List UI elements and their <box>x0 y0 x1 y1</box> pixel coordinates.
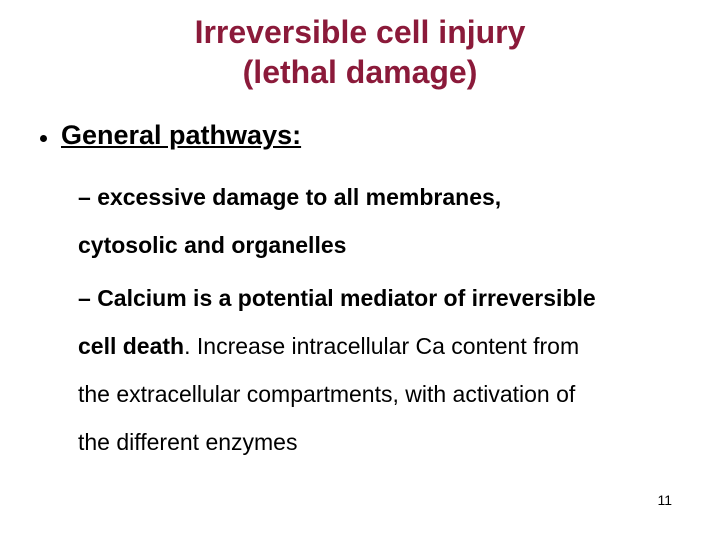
item1-line1: – excessive damage to all membranes, <box>78 173 680 221</box>
bullet-level2-item-1: – excessive damage to all membranes, cyt… <box>78 173 680 270</box>
item2-plain4: the different enzymes <box>78 429 297 455</box>
bullet-level2-item-2: – Calcium is a potential mediator of irr… <box>78 274 680 467</box>
item2-line4: the different enzymes <box>78 418 680 466</box>
item2-line2: cell death. Increase intracellular Ca co… <box>78 322 680 370</box>
item2-bold1: Calcium is a potential mediator of irrev… <box>97 285 596 311</box>
item1-line2: cytosolic and organelles <box>78 221 680 269</box>
slide-title: Irreversible cell injury (lethal damage) <box>40 12 680 92</box>
item2-bold2: cell death <box>78 333 184 359</box>
slide: Irreversible cell injury (lethal damage)… <box>0 0 720 540</box>
item2-plain2: . Increase intracellular Ca content from <box>184 333 579 359</box>
item1-cont1: cytosolic and organelles <box>78 232 346 258</box>
item2-plain3: the extracellular compartments, with act… <box>78 381 575 407</box>
page-number: 11 <box>657 492 672 508</box>
bullet-dot-icon <box>40 135 47 142</box>
title-line-2: (lethal damage) <box>40 52 680 92</box>
dash: – <box>78 285 97 311</box>
item2-line1: – Calcium is a potential mediator of irr… <box>78 274 680 322</box>
item2-line3: the extracellular compartments, with act… <box>78 370 680 418</box>
item1-bold1: excessive damage to all membranes, <box>97 184 501 210</box>
dash: – <box>78 184 97 210</box>
title-line-1: Irreversible cell injury <box>40 12 680 52</box>
level1-text: General pathways: <box>61 120 301 151</box>
bullet-level1: General pathways: <box>40 120 680 151</box>
